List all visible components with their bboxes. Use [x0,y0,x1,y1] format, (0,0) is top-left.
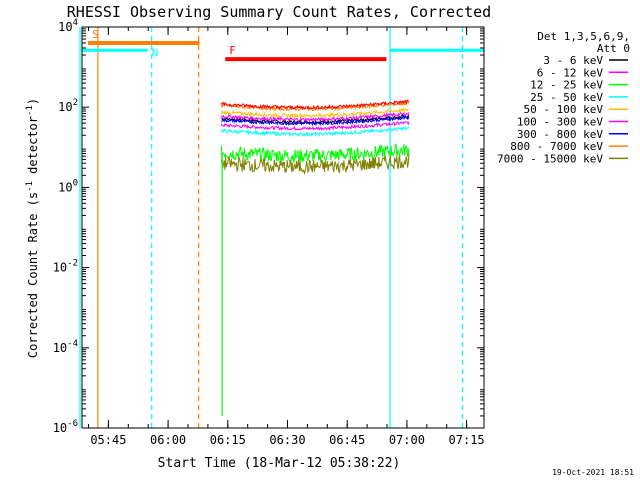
legend-entry-label: 25 - 50 keV [530,91,603,104]
legend-entry-label: 50 - 100 keV [524,103,604,116]
x-tick-label: 05:45 [90,433,126,447]
chart-title: RHESSI Observing Summary Count Rates, Co… [67,3,491,21]
status-bar-label: S [92,28,99,41]
y-tick-label: 104 [58,18,78,34]
legend-entry-label: 300 - 800 keV [517,128,603,141]
legend-header: Att 0 [597,42,630,55]
y-tick-label: 10-6 [53,419,78,435]
y-tick-label: 102 [58,98,78,114]
legend-header: Det 1,3,5,6,9, [537,30,630,43]
y-tick-label: 10-4 [53,339,78,355]
y-tick-label-base: 10 [58,20,72,34]
x-tick-label: 06:15 [210,433,246,447]
y-tick-label-exp: 0 [73,178,78,188]
y-axis-label: Corrected Count Rate (s-1 detector-1) [25,98,40,358]
series-line [220,143,410,164]
x-tick-label: 07:00 [389,433,425,447]
x-tick-label: 06:30 [269,433,305,447]
legend-entry-label: 100 - 300 keV [517,116,603,129]
y-tick-label-base: 10 [53,341,67,355]
y-axis-label-mid: detector [26,116,40,181]
y-tick-label: 100 [58,178,78,194]
y-tick-label: 10-2 [53,259,78,275]
y-axis-label-base: Corrected Count Rate (s [26,192,40,358]
legend-entry-label: 12 - 25 keV [530,79,603,92]
y-tick-label-exp: 2 [73,98,78,108]
series-line [221,115,410,127]
timestamp: 19-Oct-2021 18:51 [552,468,634,477]
y-axis-label-end: ) [26,98,40,105]
x-tick-label: 06:00 [150,433,186,447]
legend-entry-label: 6 - 12 keV [537,66,604,79]
legend-entry-label: 7000 - 15000 keV [497,152,603,165]
x-axis-label: Start Time (18-Mar-12 05:38:22) [158,456,401,471]
plot-marks: S N F [79,27,484,428]
series-line [220,153,410,176]
y-tick-label-base: 10 [53,421,67,435]
y-tick-label-exp: -2 [67,259,78,269]
series-line [220,126,410,138]
y-tick-label-base: 10 [58,100,72,114]
y-tick-label-exp: 4 [73,18,78,28]
series-line [220,99,410,111]
y-tick-label-exp: -4 [67,339,78,349]
x-tick-label: 07:15 [449,433,485,447]
series-line [220,121,410,132]
y-axis-label-sup: -1 [25,181,35,192]
series-line [220,107,410,120]
x-tick-label: 06:45 [329,433,365,447]
legend-entry-label: 800 - 7000 keV [510,140,603,153]
y-tick-label-base: 10 [58,180,72,194]
legend-entry-label: 3 - 6 keV [543,54,603,67]
y-tick-label-base: 10 [53,261,67,275]
status-bar-label: N [152,46,159,59]
status-bar-label: F [229,44,236,57]
plot-frame [81,26,485,429]
x-axis: 05:45 06:00 06:15 06:30 06:45 07:00 07:15 [87,27,485,447]
y-tick-label-exp: -6 [67,419,78,429]
y-axis-label-sup-2: -1 [25,105,35,116]
